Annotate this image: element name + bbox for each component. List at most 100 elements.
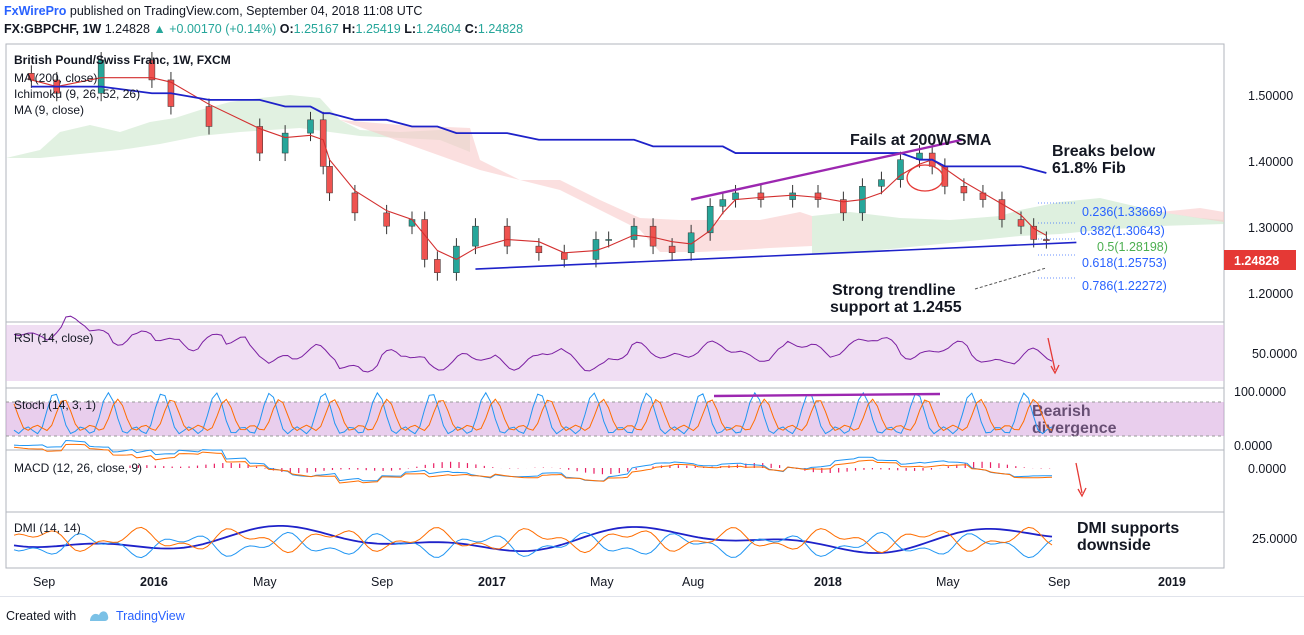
fib-label: 0.618(1.25753) xyxy=(1082,256,1167,270)
price-tick: 1.50000 xyxy=(1248,89,1293,103)
candle[interactable] xyxy=(960,186,968,194)
chart-title: British Pound/Swiss Franc, 1W, FXCM xyxy=(14,53,231,67)
time-tick: May xyxy=(590,575,614,589)
price-pane[interactable] xyxy=(5,43,1225,323)
price-change: +0.00170 (+0.14%) xyxy=(169,22,277,36)
open-value: 1.25167 xyxy=(293,22,339,36)
close-label: C: xyxy=(464,22,478,36)
candle[interactable] xyxy=(757,192,765,200)
sma200-line xyxy=(31,85,1047,174)
candle[interactable] xyxy=(687,232,695,254)
last-price-badge-text: 1.24828 xyxy=(1234,254,1279,268)
candle[interactable] xyxy=(840,199,847,214)
stoch-tick-top: 100.0000 xyxy=(1234,385,1286,399)
candle[interactable] xyxy=(205,106,213,127)
annotation-breaks-2: 61.8% Fib xyxy=(1052,160,1126,177)
candle[interactable] xyxy=(719,199,727,207)
rsi-tick: 50.0000 xyxy=(1252,347,1297,361)
candle[interactable] xyxy=(351,192,359,214)
candle[interactable] xyxy=(878,179,885,187)
price-tick: 1.30000 xyxy=(1248,221,1293,235)
stoch-label[interactable]: Stoch (14, 3, 1) xyxy=(14,398,96,412)
high-value: 1.25419 xyxy=(355,22,401,36)
fib-label: 0.236(1.33669) xyxy=(1082,205,1167,219)
time-tick: Aug xyxy=(682,575,704,589)
candle[interactable] xyxy=(421,219,428,260)
fib-label: 0.5(1.28198) xyxy=(1097,240,1168,254)
candle[interactable] xyxy=(535,245,543,254)
author-link[interactable]: FxWirePro xyxy=(4,4,67,18)
annotation-fails: Fails at 200W SMA xyxy=(850,132,992,149)
macd-pane[interactable] xyxy=(5,449,1225,513)
candle[interactable] xyxy=(998,199,1006,220)
candle[interactable] xyxy=(561,252,568,260)
last-price-badge xyxy=(1224,250,1296,270)
publish-line: FxWirePro published on TradingView.com, … xyxy=(4,4,422,18)
candle[interactable] xyxy=(383,212,390,227)
candle[interactable] xyxy=(326,166,333,194)
candle[interactable] xyxy=(434,259,441,273)
rsi-band xyxy=(6,325,1224,381)
dmi-minus-line xyxy=(13,526,1053,554)
legend-ma[interactable]: MA (200, close) xyxy=(14,71,97,85)
time-axis[interactable]: Sep 2016 May Sep 2017 May Aug 2018 May S… xyxy=(33,575,1186,589)
macd-signal-line xyxy=(13,443,1053,484)
candle[interactable] xyxy=(706,205,714,234)
candle[interactable] xyxy=(148,59,156,81)
candle[interactable] xyxy=(97,59,105,94)
annotation-support-2: support at 1.2455 xyxy=(830,299,962,316)
resistance-trendline[interactable] xyxy=(690,138,963,201)
time-tick: 2019 xyxy=(1158,575,1186,589)
stoch-divergence-line[interactable] xyxy=(713,392,941,398)
ma-short-line xyxy=(31,77,1047,261)
symbol-label: FX:GBPCHF, 1W xyxy=(4,22,102,36)
candle[interactable] xyxy=(472,225,479,247)
candle[interactable] xyxy=(1017,219,1025,227)
annotation-breaks-1: Breaks below xyxy=(1052,143,1156,160)
close-value: 1.24828 xyxy=(477,22,524,36)
candle[interactable] xyxy=(814,192,822,200)
macd-tick: 0.0000 xyxy=(1248,462,1286,476)
fib-lines xyxy=(1038,202,1076,279)
footer: Created with TradingView xyxy=(0,596,1304,635)
high-label: H: xyxy=(342,22,356,36)
legend-ichimoku[interactable]: Ichimoku (9, 26, 52, 26) xyxy=(14,87,140,101)
candle[interactable] xyxy=(732,192,739,200)
candle[interactable] xyxy=(307,119,314,134)
macd-label[interactable]: MACD (12, 26, close, 9) xyxy=(14,461,142,475)
candle[interactable] xyxy=(630,225,638,240)
macd-arrow-icon xyxy=(1075,462,1083,494)
candle[interactable] xyxy=(1030,225,1037,240)
price-tick: 1.40000 xyxy=(1248,155,1293,169)
candle[interactable] xyxy=(897,159,904,180)
published-text: published on TradingView.com, September … xyxy=(69,4,423,18)
stoch-k-line xyxy=(13,391,1053,435)
macd-arrowhead-icon xyxy=(1077,487,1087,498)
price-axis[interactable]: 1.50000 1.40000 1.30000 1.20000 xyxy=(1248,89,1293,301)
chart-header: FxWirePro published on TradingView.com, … xyxy=(0,0,1304,40)
time-tick: Sep xyxy=(33,575,55,589)
rsi-line xyxy=(13,315,1053,373)
rejection-circle xyxy=(906,164,944,192)
support-trendline[interactable] xyxy=(475,241,1077,270)
candle[interactable] xyxy=(1043,239,1050,241)
annotation-support-1: Strong trendline xyxy=(832,282,956,299)
candle[interactable] xyxy=(789,192,796,200)
candle[interactable] xyxy=(503,225,511,247)
annotation-dmi-2: downside xyxy=(1077,537,1151,554)
candle[interactable] xyxy=(256,126,263,154)
rsi-label[interactable]: RSI (14, close) xyxy=(14,331,93,345)
time-tick: 2016 xyxy=(140,575,168,589)
chart-canvas[interactable]: 1.50000 1.40000 1.30000 1.20000 1.24828 … xyxy=(0,40,1304,596)
tradingview-link[interactable]: TradingView xyxy=(116,609,185,623)
candle[interactable] xyxy=(319,119,327,167)
ohlc-line: FX:GBPCHF, 1W 1.24828 ▲ +0.00170 (+0.14%… xyxy=(4,22,523,36)
low-value: 1.24604 xyxy=(416,22,462,36)
tradingview-logo-icon xyxy=(90,611,109,621)
legend-ma-short[interactable]: MA (9, close) xyxy=(14,103,84,117)
dmi-label[interactable]: DMI (14, 14) xyxy=(14,521,81,535)
candle[interactable] xyxy=(605,239,612,241)
candle[interactable] xyxy=(649,225,657,247)
candle[interactable] xyxy=(668,245,676,254)
candle[interactable] xyxy=(281,132,289,154)
